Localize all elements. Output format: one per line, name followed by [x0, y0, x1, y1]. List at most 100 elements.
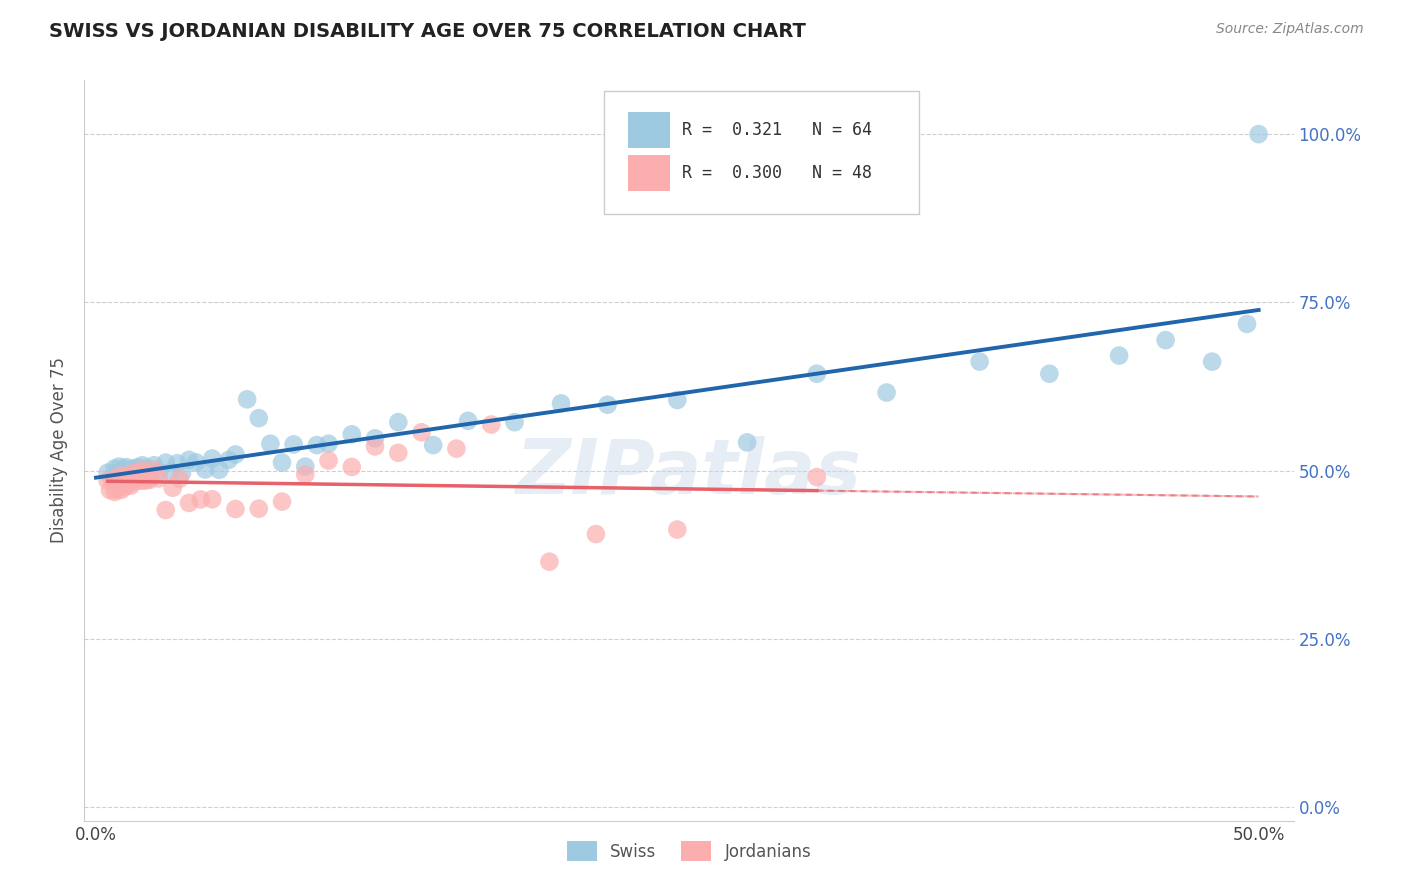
Text: ZIPatlas: ZIPatlas	[516, 435, 862, 509]
Text: R =  0.321   N = 64: R = 0.321 N = 64	[682, 121, 872, 139]
Point	[117, 463, 139, 477]
Point	[104, 474, 127, 488]
Point	[115, 473, 138, 487]
Point	[259, 436, 281, 450]
Point	[225, 448, 247, 462]
Point	[169, 472, 191, 486]
Point	[134, 474, 156, 488]
Point	[110, 467, 132, 482]
Point	[117, 477, 139, 491]
Point	[422, 438, 444, 452]
FancyBboxPatch shape	[628, 154, 669, 191]
Point	[108, 459, 131, 474]
Point	[479, 417, 502, 432]
Point	[1201, 354, 1223, 368]
Point	[136, 461, 159, 475]
Point	[104, 484, 127, 499]
Point	[134, 469, 156, 483]
Point	[120, 467, 142, 481]
Point	[143, 463, 166, 477]
Point	[806, 470, 828, 484]
Point	[294, 459, 316, 474]
Point	[120, 478, 142, 492]
Point	[115, 469, 138, 483]
Point	[115, 460, 138, 475]
Point	[550, 396, 572, 410]
Point	[122, 469, 145, 483]
Point	[218, 453, 240, 467]
Point	[271, 456, 294, 470]
Point	[271, 494, 294, 508]
Point	[170, 466, 193, 480]
Point	[105, 466, 128, 480]
Point	[120, 464, 142, 478]
Point	[1038, 367, 1060, 381]
Point	[162, 481, 184, 495]
Point	[110, 483, 132, 497]
Point	[876, 385, 898, 400]
Point	[184, 455, 207, 469]
Point	[138, 471, 160, 485]
FancyBboxPatch shape	[605, 91, 918, 213]
Text: Source: ZipAtlas.com: Source: ZipAtlas.com	[1216, 22, 1364, 37]
Point	[105, 474, 128, 488]
Point	[115, 471, 138, 485]
Point	[101, 474, 124, 488]
FancyBboxPatch shape	[628, 112, 669, 148]
Point	[110, 471, 132, 485]
Point	[735, 435, 758, 450]
Point	[305, 438, 328, 452]
Point	[1236, 317, 1258, 331]
Point	[806, 367, 828, 381]
Point	[129, 474, 152, 488]
Point	[129, 468, 152, 483]
Point	[110, 472, 132, 486]
Point	[124, 468, 146, 483]
Point	[318, 436, 340, 450]
Point	[108, 468, 131, 483]
Point	[225, 502, 247, 516]
Point	[208, 463, 231, 477]
Point	[124, 474, 146, 488]
Point	[283, 437, 305, 451]
Point	[364, 431, 387, 445]
Point	[666, 523, 689, 537]
Point	[108, 475, 131, 489]
Point	[105, 483, 128, 497]
Point	[411, 425, 433, 440]
Point	[136, 467, 159, 481]
Point	[112, 462, 135, 476]
Point	[194, 462, 217, 476]
Point	[364, 439, 387, 453]
Point	[159, 465, 181, 479]
Point	[143, 458, 166, 473]
Point	[148, 465, 170, 479]
Point	[177, 453, 200, 467]
Point	[1108, 349, 1130, 363]
Point	[340, 427, 363, 442]
Point	[503, 415, 526, 429]
Point	[294, 467, 316, 482]
Point	[117, 472, 139, 486]
Point	[97, 474, 120, 488]
Text: SWISS VS JORDANIAN DISABILITY AGE OVER 75 CORRELATION CHART: SWISS VS JORDANIAN DISABILITY AGE OVER 7…	[49, 22, 806, 41]
Point	[131, 463, 153, 477]
Point	[318, 453, 340, 467]
Point	[1154, 333, 1177, 347]
Point	[127, 460, 149, 475]
Point	[236, 392, 259, 407]
Point	[666, 392, 689, 407]
Point	[969, 354, 991, 368]
Point	[247, 411, 270, 425]
Point	[155, 456, 177, 470]
Y-axis label: Disability Age Over 75: Disability Age Over 75	[51, 358, 69, 543]
Point	[446, 442, 468, 456]
Point	[596, 398, 619, 412]
Point	[585, 527, 607, 541]
Point	[138, 473, 160, 487]
Point	[98, 483, 121, 497]
Point	[457, 414, 479, 428]
Point	[387, 446, 409, 460]
Point	[247, 501, 270, 516]
Legend: Swiss, Jordanians: Swiss, Jordanians	[560, 834, 818, 868]
